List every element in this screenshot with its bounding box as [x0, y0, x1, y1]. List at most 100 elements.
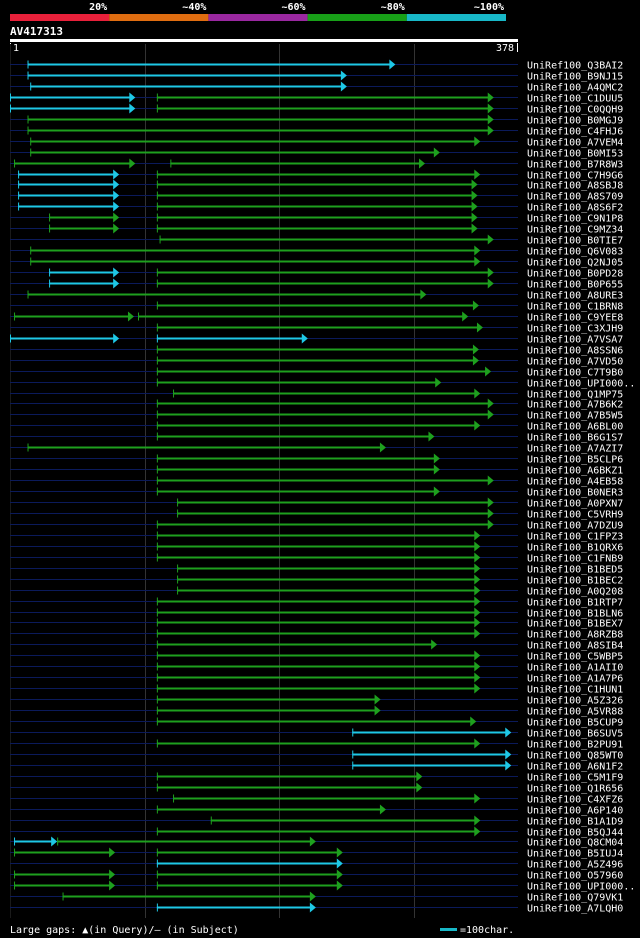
hit-label[interactable]: UniRef100_B2PU91 — [527, 740, 623, 751]
hit-label[interactable]: UniRef100_A0Q208 — [527, 587, 623, 598]
hit-row: UniRef100_Q3BAI2 — [10, 59, 623, 72]
hit-label[interactable]: UniRef100_A7VD50 — [527, 357, 623, 368]
hit-label[interactable]: UniRef100_A5Z326 — [527, 696, 623, 707]
hit-label[interactable]: UniRef100_B5CUP9 — [527, 718, 623, 729]
hit-label[interactable]: UniRef100_A8SBJ8 — [527, 181, 623, 192]
hit-label[interactable]: UniRef100_A5Z496 — [527, 860, 623, 871]
hit-label[interactable]: UniRef100_C5M1F9 — [527, 773, 623, 784]
hit-label[interactable]: UniRef100_B0NER3 — [527, 488, 623, 499]
hit-row: UniRef100_A4QMC2 — [10, 81, 623, 94]
hit-label[interactable]: UniRef100_A1A7P6 — [527, 674, 623, 685]
hit-label[interactable]: UniRef100_A4EB58 — [527, 477, 623, 488]
hit-label[interactable]: UniRef100_A7LQH0 — [527, 904, 623, 915]
hit-label[interactable]: UniRef100_B0MI53 — [527, 149, 623, 160]
hit-label[interactable]: UniRef100_A8URE3 — [527, 291, 623, 302]
hit-row: UniRef100_UPI000.. — [10, 377, 635, 390]
hit-label[interactable]: UniRef100_B1BED5 — [527, 565, 623, 576]
hit-label[interactable]: UniRef100_C1HUN1 — [527, 685, 623, 696]
hit-arrow — [129, 92, 136, 103]
hit-arrow — [487, 519, 494, 530]
hit-label[interactable]: UniRef100_B0P655 — [527, 280, 623, 291]
hit-label[interactable]: UniRef100_A7B6K2 — [527, 400, 623, 411]
hit-label[interactable]: UniRef100_C1BRN8 — [527, 302, 623, 313]
hit-arrow — [474, 793, 481, 804]
hit-label[interactable]: UniRef100_A7VSA7 — [527, 335, 623, 346]
hit-label[interactable]: UniRef100_A4QMC2 — [527, 83, 623, 94]
hit-arrow — [474, 650, 481, 661]
hit-arrow — [487, 234, 494, 245]
chart-title: AV417313 — [10, 25, 63, 38]
hit-label[interactable]: UniRef100_A8SIB4 — [527, 641, 623, 652]
hit-label[interactable]: UniRef100_A7AZI7 — [527, 444, 623, 455]
hit-label[interactable]: UniRef100_C9N1P8 — [527, 214, 623, 225]
hit-label[interactable]: UniRef100_A7B5W5 — [527, 411, 623, 422]
hit-label[interactable]: UniRef100_C1FPZ3 — [527, 532, 623, 543]
hit-row: UniRef100_A5VR88 — [10, 705, 623, 718]
hit-label[interactable]: UniRef100_B1RTP7 — [527, 598, 623, 609]
hit-label[interactable]: UniRef100_C1DUU5 — [527, 94, 623, 105]
hit-label[interactable]: UniRef100_B5CLP6 — [527, 455, 623, 466]
hit-label[interactable]: UniRef100_Q85WT0 — [527, 751, 623, 762]
hit-label[interactable]: UniRef100_A6N1F2 — [527, 762, 623, 773]
hit-label[interactable]: UniRef100_B0TIE7 — [527, 236, 623, 247]
hit-label[interactable]: UniRef100_B1A1D9 — [527, 817, 623, 828]
hit-arrow — [474, 683, 481, 694]
hit-label[interactable]: UniRef100_A5VR88 — [527, 707, 623, 718]
hit-label[interactable]: UniRef100_C5WBP5 — [527, 652, 623, 663]
hit-label[interactable]: UniRef100_A8SSN6 — [527, 346, 623, 357]
hit-label[interactable]: UniRef100_B6G1S7 — [527, 433, 623, 444]
hit-label[interactable]: UniRef100_C5VRH9 — [527, 510, 623, 521]
hit-label[interactable]: UniRef100_A1AII0 — [527, 663, 623, 674]
hit-label[interactable]: UniRef100_C7H9G6 — [527, 171, 623, 182]
hit-label[interactable]: UniRef100_B1BEC2 — [527, 576, 623, 587]
hit-label[interactable]: UniRef100_Q1MP75 — [527, 390, 623, 401]
hit-label[interactable]: UniRef100_C4XFZ6 — [527, 795, 623, 806]
hit-label[interactable]: UniRef100_A8S709 — [527, 192, 623, 203]
hit-label[interactable]: UniRef100_A6BL00 — [527, 422, 623, 433]
hit-label[interactable]: UniRef100_B6SUV5 — [527, 729, 623, 740]
hit-label[interactable]: UniRef100_A8RZB8 — [527, 630, 623, 641]
hit-label[interactable]: UniRef100_Q2NJ05 — [527, 258, 623, 269]
hit-label[interactable]: UniRef100_C0QQH9 — [527, 105, 623, 116]
hit-label[interactable]: UniRef100_B0PD28 — [527, 269, 623, 280]
hit-label[interactable]: UniRef100_B5QJ44 — [527, 828, 623, 839]
hit-label[interactable]: UniRef100_C7T9B0 — [527, 368, 623, 379]
hit-label[interactable]: UniRef100_Q8CM04 — [527, 838, 623, 849]
hit-label[interactable]: UniRef100_Q3BAI2 — [527, 61, 623, 72]
hit-label[interactable]: UniRef100_B1BLN6 — [527, 609, 623, 620]
hit-label[interactable]: UniRef100_B9NJ15 — [527, 72, 623, 83]
hit-label[interactable]: UniRef100_A7VEM4 — [527, 138, 623, 149]
hit-row: UniRef100_A0Q208 — [10, 585, 623, 598]
hit-label[interactable]: UniRef100_UPI000.. — [527, 379, 635, 390]
hit-label[interactable]: UniRef100_B1QRX6 — [527, 543, 623, 554]
hit-label[interactable]: UniRef100_UPI000.. — [527, 882, 635, 893]
hit-label[interactable]: UniRef100_A8S6F2 — [527, 203, 623, 214]
hit-row: UniRef100_A0PXN7 — [10, 497, 623, 510]
hit-label[interactable]: UniRef100_C9MZ34 — [527, 225, 623, 236]
hit-label[interactable]: UniRef100_B1BEX7 — [527, 619, 623, 630]
hit-label[interactable]: UniRef100_B7R8W3 — [527, 160, 623, 171]
hit-row: UniRef100_C9MZ34 — [10, 223, 623, 236]
hit-row: UniRef100_C9YEE8 — [10, 311, 623, 324]
hit-label[interactable]: UniRef100_Q1R656 — [527, 784, 623, 795]
hit-arrow — [340, 70, 347, 81]
hit-label[interactable]: UniRef100_Q79VK1 — [527, 893, 623, 904]
hit-label[interactable]: UniRef100_C9YEE8 — [527, 313, 623, 324]
hit-label[interactable]: UniRef100_A6P140 — [527, 806, 623, 817]
query-bar — [10, 39, 518, 42]
hit-arrow — [474, 136, 481, 147]
hit-row: UniRef100_B0P655 — [10, 278, 623, 291]
hit-label[interactable]: UniRef100_A7DZU9 — [527, 521, 623, 532]
hit-label[interactable]: UniRef100_A0PXN7 — [527, 499, 623, 510]
hit-row: UniRef100_C1HUN1 — [10, 683, 623, 696]
hit-label[interactable]: UniRef100_C1FNB9 — [527, 554, 623, 565]
hit-label[interactable]: UniRef100_C4FHJ6 — [527, 127, 623, 138]
hit-row: UniRef100_B5CLP6 — [10, 453, 623, 466]
hit-row: UniRef100_C7H9G6 — [10, 169, 623, 182]
hit-label[interactable]: UniRef100_O57960 — [527, 871, 623, 882]
hit-label[interactable]: UniRef100_A6BKZ1 — [527, 466, 623, 477]
hit-label[interactable]: UniRef100_B0MGJ9 — [527, 116, 623, 127]
hit-label[interactable]: UniRef100_Q6V083 — [527, 247, 623, 258]
hit-label[interactable]: UniRef100_B5IUJ4 — [527, 849, 623, 860]
hit-label[interactable]: UniRef100_C3XJH9 — [527, 324, 623, 335]
